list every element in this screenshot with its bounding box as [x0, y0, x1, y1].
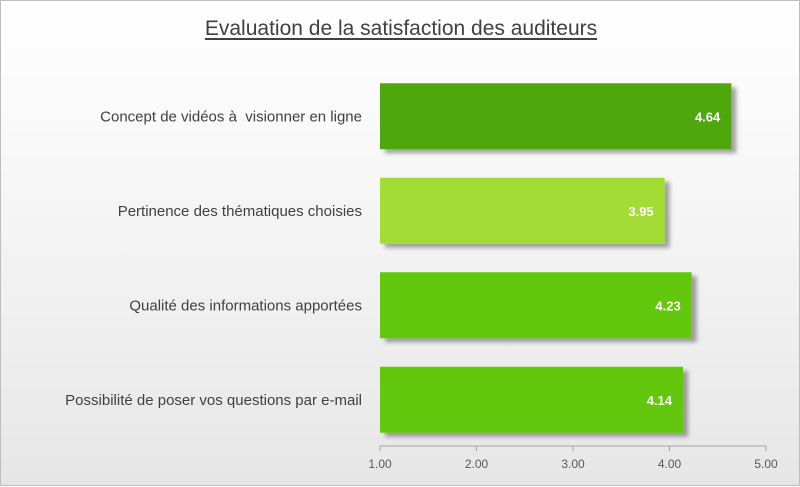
x-tick-label: 2.00	[465, 457, 489, 471]
data-label: 3.95	[628, 204, 653, 219]
category-label: Pertinence des thématiques choisies	[118, 203, 362, 220]
category-label: Concept de vidéos à visionner en ligne	[100, 108, 362, 125]
bar-1	[380, 83, 732, 150]
bar-3	[380, 272, 692, 339]
x-tick-label: 1.00	[368, 457, 392, 471]
data-label: 4.23	[655, 298, 680, 313]
data-label: 4.64	[695, 109, 721, 124]
x-tick-label: 4.00	[658, 457, 682, 471]
chart-title: Evaluation de la satisfaction des audite…	[204, 17, 598, 40]
category-label: Possibilité de poser vos questions par e…	[65, 392, 362, 409]
x-tick-label: 3.00	[561, 457, 585, 471]
category-label: Qualité des informations apportées	[129, 297, 362, 314]
data-label: 4.14	[647, 393, 673, 408]
bar-2	[380, 177, 665, 244]
x-tick-label: 5.00	[754, 457, 778, 471]
bar-4	[380, 366, 684, 433]
